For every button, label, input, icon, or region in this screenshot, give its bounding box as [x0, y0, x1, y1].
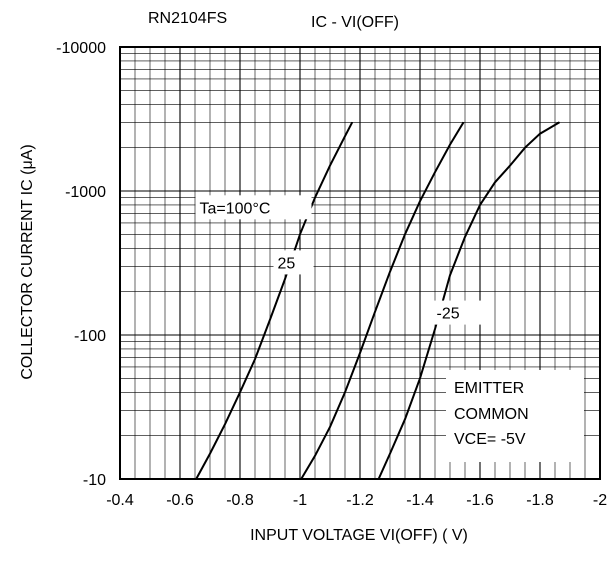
x-tick-label: -2	[593, 492, 607, 509]
plot-frame	[119, 46, 601, 480]
x-tick-label: -1.4	[406, 492, 434, 509]
y-tick-label: -10000	[56, 40, 106, 57]
x-axis-label: INPUT VOLTAGE VI(OFF) ( V)	[250, 527, 468, 544]
part-number: RN2104FS	[148, 10, 227, 27]
series-label-bg	[432, 300, 485, 325]
chart-title: IC - VI(OFF)	[311, 14, 399, 31]
series-label-layer: Ta=100°C 25 -25	[195, 195, 485, 325]
x-tick-label: -0.6	[166, 492, 194, 509]
x-tick-label: -0.8	[226, 492, 254, 509]
series-label-bg	[195, 195, 312, 220]
series-layer	[195, 121, 561, 480]
series-label: 25	[278, 255, 296, 272]
x-tick-label: -1.8	[526, 492, 554, 509]
y-tick-label: -100	[74, 328, 106, 345]
x-tick-label: -1.2	[346, 492, 374, 509]
x-tick-label: -1.6	[466, 492, 494, 509]
tick-label-layer: -0.4 -0.6 -0.8 -1 -1.2 -1.4 -1.6 -1.8 -2 -10 -100 -…	[56, 40, 607, 509]
series-label: Ta=100°C	[200, 200, 271, 217]
y-axis-label: COLLECTOR CURRENT IC (μA)	[19, 144, 36, 379]
x-tick-label: -1	[293, 492, 307, 509]
note-line-emitter: EMITTER	[454, 380, 524, 397]
series-label-bg	[273, 250, 314, 275]
note-line-vce: VCE= -5V	[454, 431, 526, 448]
series-line	[195, 121, 354, 480]
y-tick-label: -10	[83, 472, 106, 489]
x-tick-label: -0.4	[106, 492, 134, 509]
series-line	[300, 121, 465, 480]
series-label: -25	[437, 306, 460, 323]
series-line	[377, 121, 561, 480]
note-line-common: COMMON	[454, 406, 529, 423]
emitter-common-note: EMITTER COMMON VCE= -5V	[446, 370, 584, 462]
note-box	[446, 370, 584, 462]
y-tick-label: -1000	[65, 184, 106, 201]
